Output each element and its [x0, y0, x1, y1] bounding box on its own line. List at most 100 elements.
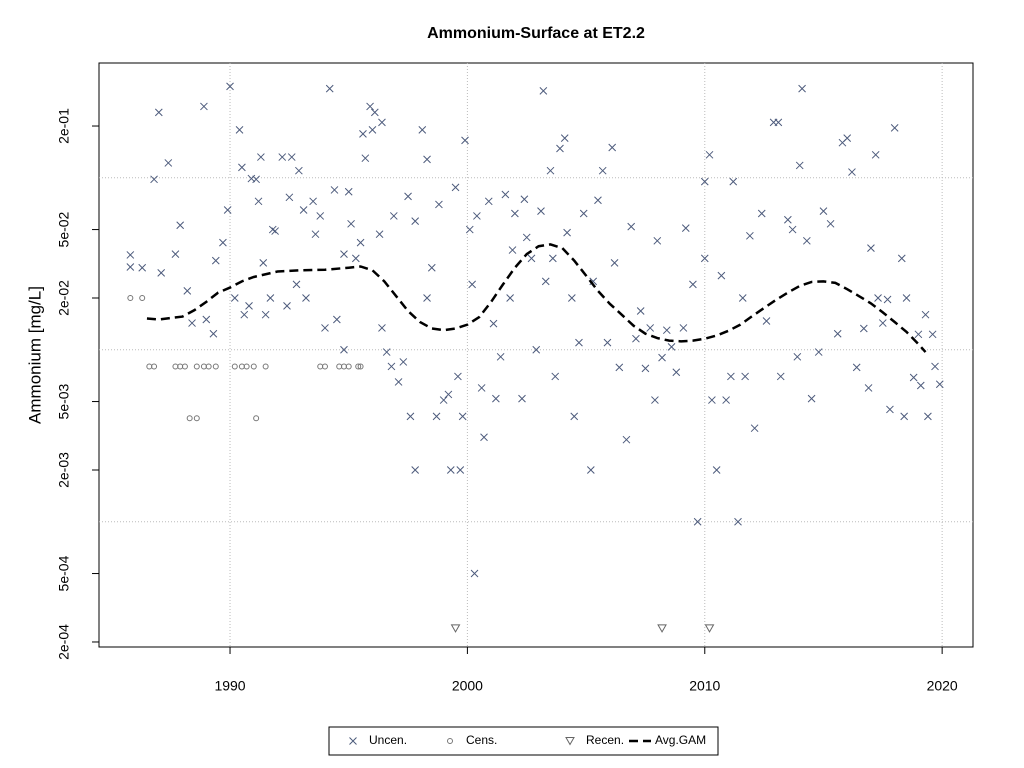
point-recensored [657, 624, 667, 633]
point-uncensored [252, 175, 260, 184]
point-uncensored [271, 227, 279, 235]
point-uncensored [330, 186, 339, 194]
point-uncensored [351, 254, 360, 263]
point-censored [181, 363, 188, 370]
point-uncensored [219, 238, 227, 247]
point-uncensored [235, 125, 244, 134]
point-uncensored [211, 256, 220, 265]
y-tick-label: 5e-02 [56, 211, 72, 247]
point-uncensored [807, 394, 816, 403]
point-uncensored [814, 348, 823, 356]
point-uncensored [325, 84, 334, 93]
point-uncensored [793, 352, 802, 361]
legend-label: Recen. [586, 733, 624, 747]
point-uncensored [615, 363, 624, 372]
point-censored [151, 363, 158, 370]
point-uncensored [594, 196, 602, 205]
legend-label: Avg.GAM [655, 733, 706, 747]
point-uncensored [411, 217, 420, 225]
point-uncensored [321, 324, 329, 332]
point-uncensored [126, 251, 135, 259]
point-uncensored [164, 159, 173, 167]
point-censored [127, 295, 134, 302]
point-uncensored [924, 412, 932, 421]
point-uncensored [126, 263, 135, 271]
point-uncensored [423, 155, 431, 164]
point-uncensored [914, 330, 923, 339]
point-uncensored [501, 190, 510, 199]
gam-line [146, 243, 927, 353]
point-uncensored [563, 228, 571, 237]
plot-frame [98, 62, 974, 648]
legend-marker [349, 737, 357, 745]
y-tick-label: 2e-04 [56, 624, 72, 660]
point-uncensored [586, 466, 595, 474]
point-censored [139, 295, 146, 302]
point-uncensored [681, 224, 690, 232]
point-uncensored [560, 134, 569, 143]
point-uncensored [874, 294, 882, 302]
point-uncensored [551, 372, 560, 381]
point-uncensored [389, 212, 398, 220]
point-uncensored [171, 250, 180, 258]
point-uncensored [230, 294, 239, 302]
point-uncensored [456, 466, 465, 474]
point-uncensored [489, 319, 498, 328]
point-uncensored [795, 161, 804, 170]
point-uncensored [859, 324, 868, 333]
point-uncensored [150, 175, 158, 184]
y-tick-label: 5e-03 [56, 383, 72, 419]
point-uncensored [757, 209, 766, 218]
point-uncensored [928, 330, 937, 339]
point-uncensored [833, 329, 842, 338]
point-uncensored [890, 124, 899, 132]
point-uncensored [798, 84, 806, 93]
point-uncensored [387, 362, 396, 371]
point-uncensored [183, 287, 192, 295]
point-uncensored [727, 372, 735, 381]
point-uncensored [527, 254, 536, 263]
point-uncensored [418, 125, 427, 134]
point-uncensored [729, 177, 738, 186]
point-uncensored [537, 207, 545, 215]
point-uncensored [741, 372, 749, 381]
point-uncensored [776, 372, 785, 381]
point-uncensored [689, 280, 697, 289]
point-uncensored [302, 294, 310, 302]
point-uncensored [257, 153, 265, 161]
point-uncensored [347, 219, 355, 228]
point-uncensored [909, 373, 918, 382]
point-uncensored [470, 569, 479, 578]
point-uncensored [492, 394, 500, 403]
point-uncensored [299, 206, 308, 214]
x-tick-label: 2020 [927, 678, 958, 694]
point-recensored [450, 624, 461, 633]
point-uncensored [556, 144, 564, 153]
point-uncensored [878, 319, 887, 327]
point-uncensored [734, 517, 742, 526]
point-uncensored [864, 384, 873, 392]
point-uncensored [399, 358, 408, 366]
chart-title: Ammonium-Surface at ET2.2 [427, 25, 645, 42]
point-uncensored [311, 230, 320, 239]
point-uncensored [693, 517, 702, 526]
point-uncensored [366, 102, 374, 111]
legend-label: Uncen. [369, 733, 407, 747]
point-uncensored [285, 193, 294, 202]
point-uncensored [138, 263, 147, 272]
point-uncensored [254, 197, 263, 206]
legend-label: Cens. [466, 733, 497, 747]
point-uncensored [423, 294, 431, 302]
point-uncensored [292, 280, 301, 289]
legend-marker [447, 738, 453, 744]
point-uncensored [539, 87, 548, 95]
point-uncensored [480, 433, 488, 442]
point-censored [193, 363, 200, 370]
point-uncensored [444, 390, 453, 399]
point-uncensored [378, 118, 386, 127]
point-uncensored [332, 315, 341, 324]
y-axis-label: Ammonium [mg/L] [25, 286, 44, 424]
point-uncensored [378, 324, 386, 332]
point-uncensored [931, 362, 939, 371]
